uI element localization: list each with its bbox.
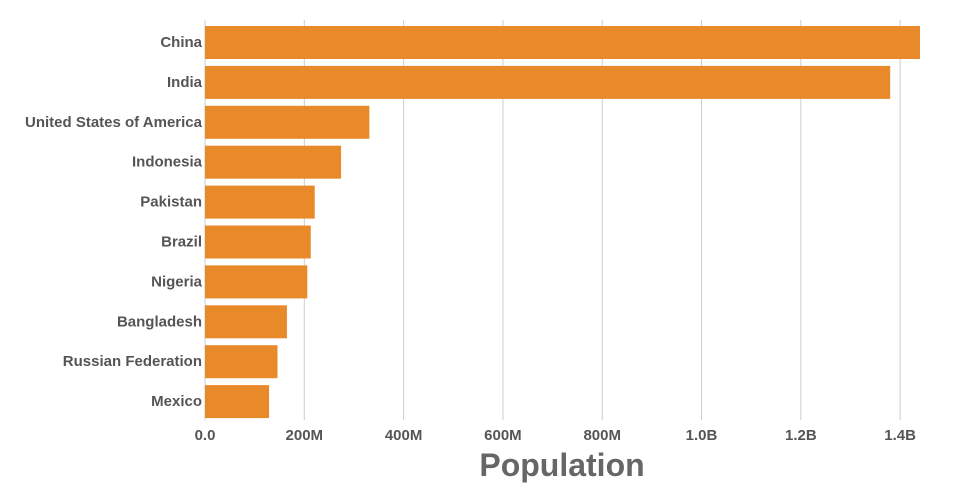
x-tick-labels: 0.0 200M 400M 600M 800M 1.0B 1.2B 1.4B: [195, 427, 917, 444]
bars: [205, 26, 920, 419]
category-label: China: [160, 34, 202, 51]
category-label: Brazil: [161, 234, 202, 251]
bar[interactable]: [205, 145, 342, 179]
bar[interactable]: [205, 225, 311, 259]
category-label: India: [167, 74, 203, 91]
category-label: Mexico: [151, 393, 202, 410]
x-axis-title: Population: [479, 447, 644, 483]
x-tick-label: 400M: [385, 427, 423, 444]
x-tick-label: 1.0B: [686, 427, 718, 444]
category-label: Bangladesh: [117, 313, 202, 330]
x-tick-label: 0.0: [195, 427, 216, 444]
x-tick-label: 1.2B: [785, 427, 817, 444]
x-tick-label: 600M: [484, 427, 522, 444]
bar[interactable]: [205, 265, 308, 299]
category-label: Russian Federation: [63, 353, 202, 370]
x-tick-label: 1.4B: [884, 427, 916, 444]
bar[interactable]: [205, 185, 315, 219]
x-tick-label: 800M: [583, 427, 621, 444]
category-labels: China India United States of America Indone…: [25, 34, 203, 410]
bar[interactable]: [205, 26, 920, 59]
bar[interactable]: [205, 345, 278, 379]
bar[interactable]: [205, 385, 270, 419]
category-label: Indonesia: [132, 154, 203, 171]
bar[interactable]: [205, 105, 370, 139]
bar[interactable]: [205, 65, 891, 99]
category-label: Nigeria: [151, 273, 203, 290]
category-label: United States of America: [25, 114, 203, 131]
bar[interactable]: [205, 305, 287, 339]
category-label: Pakistan: [140, 194, 202, 211]
x-tick-label: 200M: [286, 427, 324, 444]
